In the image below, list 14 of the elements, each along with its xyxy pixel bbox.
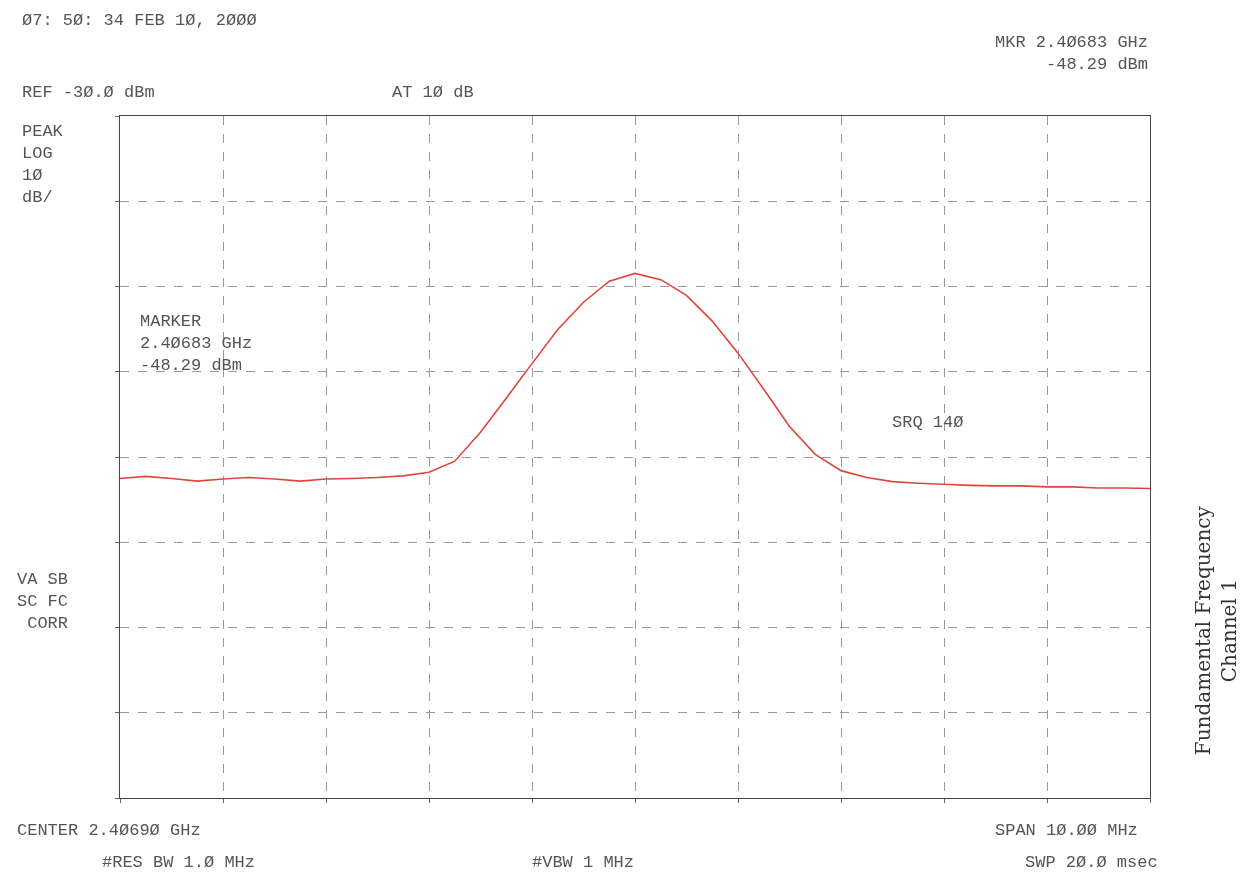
annotation: MARKER 2.4Ø683 GHz -48.29 dBm xyxy=(140,312,253,376)
text: #RES BW 1.Ø MHz xyxy=(102,853,256,872)
text: Ø7: 5Ø: 34 FEB 1Ø, 2ØØØ xyxy=(22,11,257,30)
text: AT 1Ø dB xyxy=(392,83,474,102)
text: CENTER 2.4Ø69Ø GHz xyxy=(17,821,201,840)
text: #VBW 1 MHz xyxy=(532,853,635,872)
text: MKR 2.4Ø683 GHz -48.29 dBm xyxy=(995,33,1149,75)
text: SPAN 1Ø.ØØ MHz xyxy=(995,821,1138,840)
text: REF -3Ø.Ø dBm xyxy=(22,83,155,102)
text: SWP 2Ø.Ø msec xyxy=(1025,853,1158,872)
annotation: SRQ 14Ø xyxy=(892,413,964,432)
text: Fundamental Frequency Channel 1 xyxy=(1190,505,1241,756)
text: VA SB SC FC CORR xyxy=(17,570,69,634)
text: PEAK LOG 1Ø dB/ xyxy=(22,122,64,208)
